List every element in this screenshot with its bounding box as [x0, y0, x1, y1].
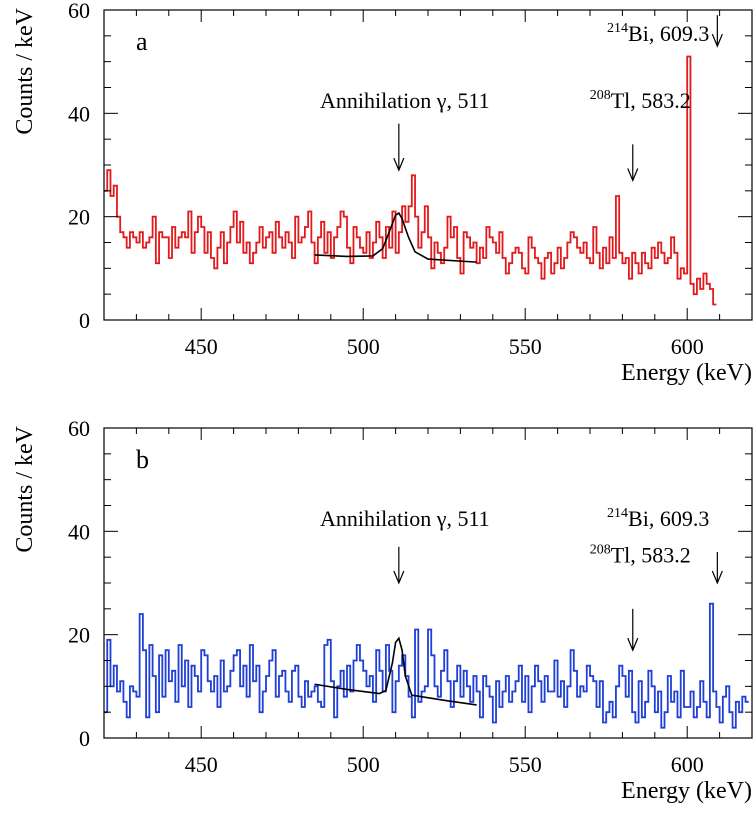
fit-curve [314, 636, 477, 706]
plot-frame [103, 9, 753, 321]
annotation-superscript: 208 [590, 88, 611, 103]
arrow-head [711, 33, 723, 48]
panel-letter: a [136, 27, 148, 56]
annotation-label: 214Bi, 609.3 [607, 21, 709, 46]
histogram-series [104, 602, 749, 729]
annotation-superscript: 214 [607, 506, 628, 521]
x-tick-label: 450 [185, 334, 218, 359]
y-tick-label: 20 [68, 623, 90, 648]
y-tick-label: 60 [68, 0, 90, 23]
annotation-label: 208Tl, 583.2 [590, 542, 691, 567]
y-tick-label: 0 [79, 308, 90, 333]
panel-b: 450 500 550 600 0 20 40 60 Energy (keV) Counts / … [12, 416, 753, 804]
x-tick-label: 450 [185, 752, 218, 777]
histogram-series [104, 55, 717, 306]
x-axis-title: Energy (keV) [621, 360, 752, 386]
arrow-head [393, 157, 405, 172]
y-axis-title: Counts / keV [12, 425, 38, 552]
annotation-label: Annihilation γ, 511 [320, 506, 490, 531]
x-tick-label: 500 [347, 752, 380, 777]
annotation-label: 208Tl, 583.2 [590, 88, 691, 113]
y-tick-label: 40 [68, 101, 90, 126]
panel-letter: b [136, 445, 149, 474]
annotation-superscript: 214 [607, 21, 628, 36]
x-tick-label: 550 [509, 752, 542, 777]
x-axis-title: Energy (keV) [621, 778, 752, 804]
x-tick-label: 600 [671, 334, 704, 359]
panel-a: 450 500 550 600 0 20 40 60 Energy (keV) Counts / … [12, 0, 753, 386]
y-tick-label: 40 [68, 519, 90, 544]
annotation-superscript: 208 [590, 542, 611, 557]
annotation-label: Annihilation γ, 511 [320, 88, 490, 113]
x-tick-label: 550 [509, 334, 542, 359]
x-tick-label: 500 [347, 334, 380, 359]
x-tick-label: 600 [671, 752, 704, 777]
annotation-text: Tl, 583.2 [611, 88, 691, 113]
fit-curve [314, 211, 477, 263]
arrow-head [627, 168, 639, 183]
y-tick-label: 60 [68, 416, 90, 441]
arrow-head [627, 637, 639, 652]
arrow-head [393, 570, 405, 585]
y-tick-label: 20 [68, 205, 90, 230]
annotation-label: 214Bi, 609.3 [607, 506, 709, 531]
y-tick-label: 0 [79, 726, 90, 751]
annotation-text: Bi, 609.3 [628, 21, 709, 46]
y-axis-title: Counts / keV [12, 7, 38, 134]
annotation-text: Bi, 609.3 [628, 506, 709, 531]
annotation-text: Tl, 583.2 [611, 542, 691, 567]
arrow-head [711, 570, 723, 585]
